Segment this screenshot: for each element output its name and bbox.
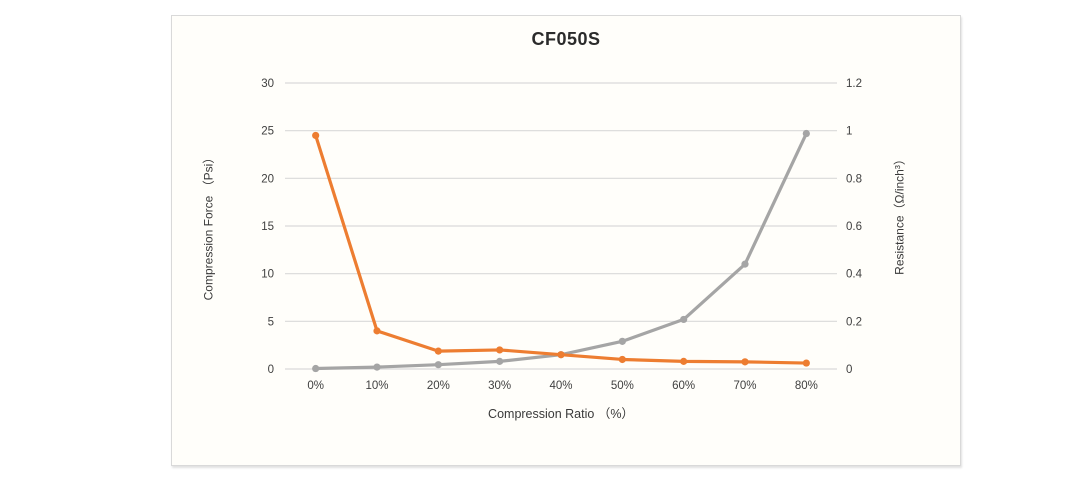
x-tick-label: 40% bbox=[549, 380, 572, 392]
series-marker-compression-force bbox=[680, 315, 688, 324]
y-tick-label-right: 0.2 bbox=[846, 316, 862, 328]
series-marker-compression-force bbox=[618, 337, 626, 345]
series-marker-resistance bbox=[618, 355, 626, 364]
x-tick-label: 70% bbox=[733, 380, 756, 392]
y-tick-label-left: 5 bbox=[268, 316, 274, 328]
plot-svg: 0 0 5 0.2 10 0.4 15 0.6 20 0.8 25 1 30 1.2 0% 10% 20% 30%… bbox=[261, 78, 863, 392]
series-marker-resistance bbox=[680, 357, 688, 365]
series-marker-compression-force bbox=[434, 361, 442, 369]
y-tick-label-left: 0 bbox=[268, 364, 274, 376]
y-tick-label-right: 1.2 bbox=[846, 78, 862, 90]
series-marker-compression-force bbox=[741, 260, 749, 268]
series-marker-compression-force bbox=[312, 364, 320, 373]
y-tick-label-left: 10 bbox=[261, 269, 274, 281]
x-tick-label: 0% bbox=[307, 380, 324, 392]
series-marker-compression-force bbox=[496, 357, 504, 365]
y-tick-label-left: 20 bbox=[261, 173, 274, 185]
y-tick-label-right: 1 bbox=[846, 126, 852, 138]
y-tick-label-left: 30 bbox=[261, 78, 274, 90]
y-tick-label-left: 25 bbox=[261, 126, 274, 138]
series-marker-resistance bbox=[434, 347, 442, 355]
y-tick-label-right: 0 bbox=[846, 364, 852, 376]
x-tick-label: 60% bbox=[672, 380, 695, 392]
x-tick-label: 10% bbox=[365, 380, 388, 392]
series-marker-resistance bbox=[496, 346, 504, 354]
series-marker-resistance bbox=[802, 359, 810, 367]
series-marker-resistance bbox=[373, 327, 381, 335]
series-marker-compression-force bbox=[802, 129, 810, 138]
x-axis-title: Compression Ratio （%） bbox=[488, 407, 634, 421]
y-tick-label-right: 0.4 bbox=[846, 269, 863, 281]
y-tick-label-right: 0.8 bbox=[846, 173, 862, 185]
y-tick-label-right: 0.6 bbox=[846, 221, 862, 233]
x-tick-label: 30% bbox=[488, 380, 511, 392]
chart-frame: CF050S Compression Force （Psi） Resistanc… bbox=[171, 15, 961, 466]
series-marker-resistance bbox=[741, 358, 749, 366]
series-marker-resistance bbox=[557, 351, 565, 359]
series-marker-resistance bbox=[312, 131, 320, 140]
series-marker-compression-force bbox=[373, 363, 381, 371]
x-tick-label: 20% bbox=[427, 380, 450, 392]
x-tick-label: 80% bbox=[795, 380, 818, 392]
y-tick-label-left: 15 bbox=[261, 221, 274, 233]
series-line-resistance bbox=[314, 133, 808, 365]
x-tick-label: 50% bbox=[611, 380, 634, 392]
chart-title: CF050S bbox=[531, 29, 601, 49]
